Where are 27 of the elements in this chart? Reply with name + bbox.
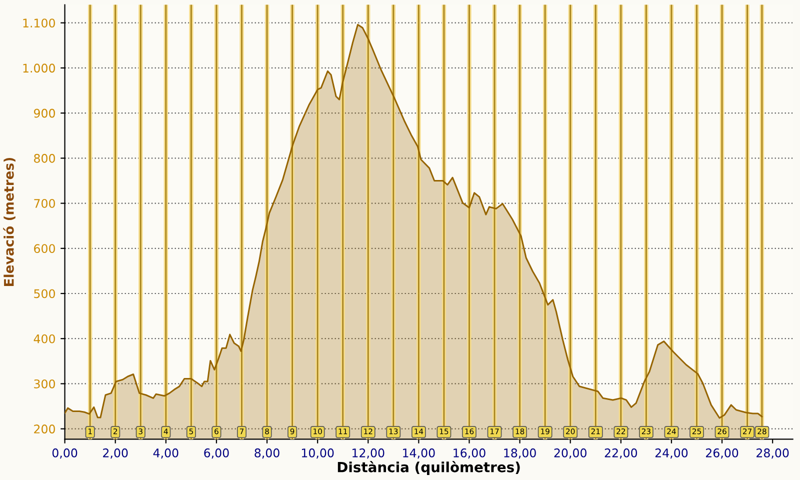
- x-tick-label: 28,00: [756, 448, 789, 459]
- x-axis-title: Distància (quilòmetres): [338, 461, 520, 476]
- y-tick-label: 1.000: [23, 64, 55, 73]
- y-tick-label: 300: [34, 379, 55, 388]
- x-tick-label: 26,00: [706, 448, 738, 459]
- x-tick-label: 2,00: [103, 448, 128, 459]
- y-tick-label: 800: [34, 154, 55, 163]
- y-tick-label: 1.100: [23, 18, 55, 28]
- x-tick-label: 16,00: [454, 448, 486, 459]
- x-tick-label: 0,00: [52, 448, 78, 459]
- y-tick-label: 600: [34, 244, 55, 254]
- x-tick-label: 6,00: [204, 448, 229, 459]
- x-tick-label: 10,00: [302, 448, 334, 459]
- x-tick-label: 24,00: [655, 448, 688, 459]
- x-tick-label: 4,00: [153, 448, 178, 459]
- x-tick-label: 22,00: [604, 448, 638, 459]
- y-tick-label: 400: [34, 334, 55, 344]
- y-axis-title: Elevació (metres): [3, 158, 16, 286]
- y-tick-label: 900: [34, 108, 55, 118]
- x-tick-label: 20,00: [554, 448, 586, 459]
- x-tick-label: 12,00: [352, 448, 384, 459]
- y-tick-label: 500: [34, 289, 55, 298]
- x-tick-label: 8,00: [254, 448, 280, 459]
- y-tick-label: 200: [34, 424, 55, 434]
- x-tick-label: 14,00: [403, 448, 435, 459]
- y-tick-label: 700: [34, 199, 55, 208]
- x-tick-label: 18,00: [504, 448, 536, 459]
